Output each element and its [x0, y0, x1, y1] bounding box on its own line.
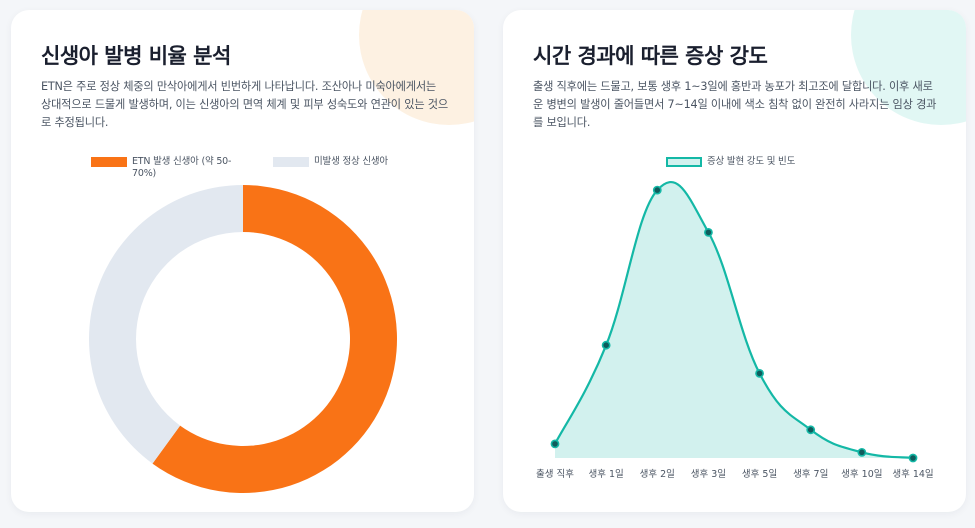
area-fill: [555, 182, 913, 458]
card-description: ETN은 주로 정상 체중의 만삭아에게서 빈번하게 나타납니다. 조산아나 미…: [41, 80, 448, 129]
legend-item-normal[interactable]: 미발생 정상 신생아: [273, 156, 388, 168]
x-tick-label: 생후 1일: [588, 469, 623, 480]
x-tick-label: 생후 10일: [841, 469, 882, 480]
data-point-4[interactable]: [755, 368, 764, 378]
x-tick-label: 생후 5일: [742, 469, 777, 480]
incidence-card: 신생아 발병 비율 분석 ETN은 주로 정상 체중의 만삭아에게서 빈번하게 …: [11, 10, 474, 512]
x-tick-label: 생후 7일: [793, 469, 828, 480]
doughnut-slice-1[interactable]: [88, 185, 243, 464]
legend-swatch: [666, 157, 702, 167]
legend-item-intensity[interactable]: 증상 발현 강도 및 빈도: [666, 156, 795, 168]
legend-swatch: [91, 157, 127, 167]
legend-label: 미발생 정상 신생아: [314, 156, 388, 167]
doughnut-chart: [88, 185, 397, 493]
data-point-6[interactable]: [857, 447, 867, 457]
card-title: 시간 경과에 따른 증상 강도: [533, 44, 768, 68]
legend-swatch: [273, 157, 309, 167]
x-tick-label: 출생 직후: [536, 469, 574, 480]
data-point-5[interactable]: [806, 425, 816, 435]
legend-label: 증상 발현 강도 및 빈도: [707, 156, 796, 167]
legend-item-etn[interactable]: ETN 발생 신생아 (약 50-70%): [91, 156, 244, 180]
area-chart: 출생 직후 생후 1일 생후 2일 생후 3일 생후 5일 생후 7일 생후 10일 생후 1…: [536, 181, 934, 480]
data-point-3[interactable]: [704, 227, 713, 237]
x-tick-label: 생후 14일: [892, 469, 933, 480]
doughnut-slice-0[interactable]: [152, 185, 397, 493]
card-description: 출생 직후에는 드물고, 보통 생후 1~3일에 홍반과 농포가 최고조에 달합…: [533, 80, 937, 129]
data-point-2[interactable]: [652, 185, 662, 195]
data-point-1[interactable]: [601, 340, 611, 350]
x-tick-label: 생후 2일: [640, 469, 675, 480]
card-title: 신생아 발병 비율 분석: [41, 44, 231, 68]
data-point-0[interactable]: [550, 439, 560, 449]
legend-label: ETN 발생 신생아 (약 50-70%): [132, 156, 232, 179]
x-tick-label: 생후 3일: [691, 469, 726, 480]
data-point-7[interactable]: [908, 453, 918, 463]
symptom-course-card: 시간 경과에 따른 증상 강도 출생 직후에는 드물고, 보통 생후 1~3일에…: [503, 10, 966, 512]
series-line: [554, 181, 914, 460]
